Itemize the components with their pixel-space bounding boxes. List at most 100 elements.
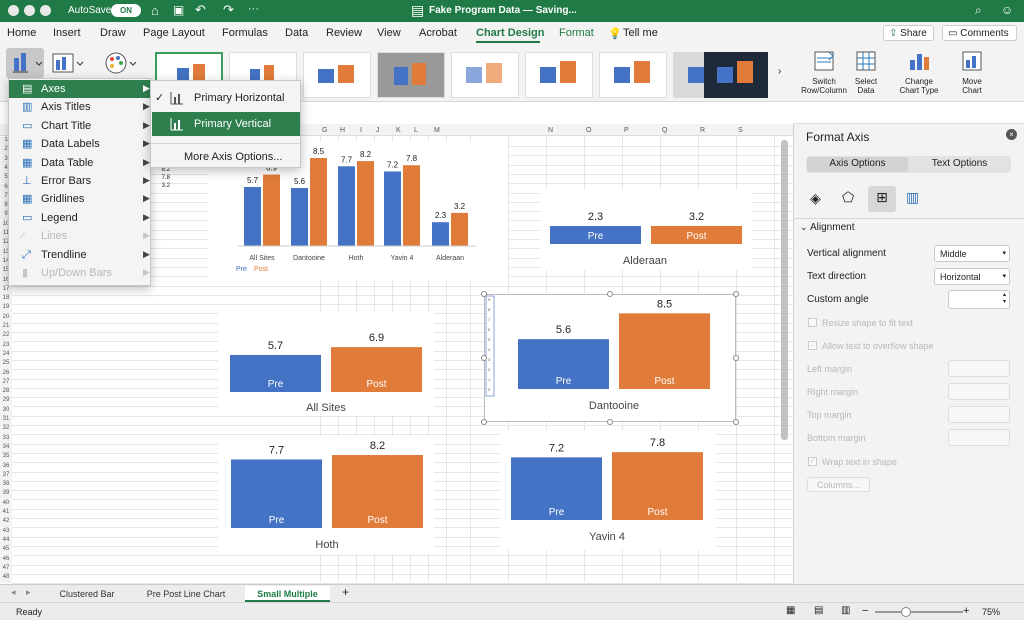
resize-handle[interactable] — [607, 419, 613, 425]
row-header[interactable]: 42 — [0, 518, 12, 528]
tab-insert[interactable]: Insert — [53, 27, 81, 39]
feedback-icon[interactable]: ☺ — [1001, 3, 1014, 17]
row-header[interactable]: 43 — [0, 527, 12, 537]
cell-value[interactable]: 7.8 — [161, 175, 170, 181]
quick-layout-button[interactable] — [49, 48, 87, 78]
gallery-next-icon[interactable]: › — [778, 66, 782, 77]
column-header[interactable]: N — [548, 127, 554, 134]
tab-draw[interactable]: Draw — [100, 27, 126, 39]
column-header[interactable]: P — [624, 127, 629, 134]
row-header[interactable]: 16 — [0, 276, 12, 286]
share-button[interactable]: ⇪ Share — [883, 25, 934, 41]
page-layout-view-icon[interactable]: ▤ — [814, 605, 824, 616]
normal-view-icon[interactable]: ▦ — [786, 605, 796, 616]
row-header[interactable]: 33 — [0, 434, 12, 444]
tab-formulas[interactable]: Formulas — [222, 27, 268, 39]
row-header[interactable]: 48 — [0, 574, 12, 584]
resize-handle[interactable] — [481, 419, 487, 425]
vertical-scrollbar[interactable] — [781, 140, 788, 440]
menu-item-axes[interactable]: ▤ Axes ▶ — [9, 80, 150, 98]
save-icon[interactable]: ▣ — [173, 3, 185, 17]
small-multiple-alderaan[interactable]: 2.3 Pre 3.2 Post Alderaan — [540, 190, 752, 270]
resize-handle[interactable] — [733, 291, 739, 297]
primary-vertical-axis-item[interactable]: Primary Vertical — [152, 112, 300, 136]
bar[interactable] — [244, 186, 261, 246]
bar[interactable] — [651, 226, 742, 244]
column-header[interactable]: L — [414, 127, 418, 134]
row-header[interactable]: 14 — [0, 257, 12, 267]
row-header[interactable]: 44 — [0, 536, 12, 546]
column-header[interactable]: O — [586, 127, 592, 134]
tab-data[interactable]: Data — [285, 27, 309, 39]
row-header[interactable]: 36 — [0, 462, 12, 472]
row-header[interactable]: 39 — [0, 490, 12, 500]
tab-chart-design[interactable]: Chart Design — [476, 27, 545, 39]
chart-style-3[interactable] — [303, 52, 371, 98]
row-header[interactable]: 9 — [0, 211, 12, 221]
bar[interactable] — [451, 212, 468, 246]
row-header[interactable]: 38 — [0, 481, 12, 491]
row-header[interactable]: 19 — [0, 304, 12, 314]
column-header[interactable]: R — [700, 127, 706, 134]
comments-button[interactable]: ▭ Comments — [942, 25, 1017, 41]
bar[interactable] — [310, 158, 327, 246]
overflow-checkbox[interactable]: – — [808, 341, 817, 350]
row-header[interactable]: 30 — [0, 406, 12, 416]
tab-review[interactable]: Review — [326, 27, 363, 39]
tab-text-options[interactable]: Text Options — [931, 158, 988, 169]
column-header[interactable]: K — [396, 127, 401, 134]
row-header[interactable]: 31 — [0, 416, 12, 425]
resize-handle[interactable] — [607, 291, 613, 297]
row-header[interactable]: 5 — [0, 174, 12, 184]
wrap-checkbox[interactable]: ✓ — [808, 457, 817, 466]
bar[interactable] — [230, 354, 321, 392]
columns-button[interactable]: Columns... — [807, 477, 870, 492]
effects-icon[interactable]: ⬠ — [842, 189, 855, 205]
bar[interactable] — [518, 339, 609, 389]
tab-prev-icon[interactable]: ◂ — [11, 587, 16, 597]
row-header[interactable]: 35 — [0, 453, 12, 463]
row-header[interactable]: 6 — [0, 183, 12, 193]
change-chart-type-button[interactable]: Change Chart Type — [893, 48, 945, 100]
tab-page-layout[interactable]: Page Layout — [143, 27, 205, 39]
column-header[interactable]: S — [738, 127, 743, 134]
column-header[interactable]: I — [360, 127, 362, 134]
tab-acrobat[interactable]: Acrobat — [419, 27, 457, 39]
row-header[interactable]: 8 — [0, 202, 12, 212]
bar[interactable] — [619, 313, 710, 389]
legend-entry-post[interactable]: Post — [254, 266, 268, 273]
alignment-section-title[interactable]: Alignment — [810, 222, 855, 233]
menu-item-axis-titles[interactable]: ▥ Axis Titles ▶ — [9, 98, 150, 116]
column-header[interactable]: Q — [662, 127, 668, 134]
row-header[interactable]: 12 — [0, 239, 12, 249]
left-margin-input[interactable] — [948, 360, 1010, 377]
row-header[interactable]: 32 — [0, 425, 12, 435]
home-icon[interactable]: ⌂ — [151, 3, 159, 18]
bar[interactable] — [357, 161, 374, 246]
row-header[interactable]: 22 — [0, 332, 12, 342]
row-header[interactable]: 26 — [0, 369, 12, 379]
column-header[interactable]: J — [376, 127, 380, 134]
axis-options-icon[interactable]: ▥ — [906, 189, 920, 205]
more-tools-icon[interactable]: ··· — [248, 3, 259, 15]
bar[interactable] — [403, 165, 420, 246]
tab-axis-options[interactable]: Axis Options — [807, 157, 908, 172]
cell-value[interactable]: 8.2 — [161, 167, 170, 173]
menu-item-chart-title[interactable]: ▭ Chart Title ▶ — [9, 117, 150, 135]
row-header[interactable]: 15 — [0, 267, 12, 277]
top-margin-input[interactable] — [948, 406, 1010, 423]
tab-format[interactable]: Format — [559, 27, 594, 39]
row-header[interactable]: 27 — [0, 378, 12, 388]
menu-item-lines[interactable]: ⁄ Lines ▶ — [9, 227, 150, 245]
row-header[interactable]: 23 — [0, 341, 12, 351]
row-header[interactable]: 3 — [0, 155, 12, 165]
row-header[interactable]: 46 — [0, 555, 12, 565]
right-margin-input[interactable] — [948, 383, 1010, 400]
page-break-view-icon[interactable]: ▥ — [841, 605, 851, 616]
close-pane-icon[interactable]: × — [1006, 129, 1017, 140]
redo-icon[interactable]: ↷ — [223, 2, 234, 17]
row-header[interactable]: 41 — [0, 509, 12, 518]
select-data-button[interactable]: Select Data — [847, 48, 885, 100]
add-sheet-icon[interactable]: + — [342, 585, 350, 599]
custom-angle-input[interactable]: ▴ ▾ — [948, 290, 1010, 309]
